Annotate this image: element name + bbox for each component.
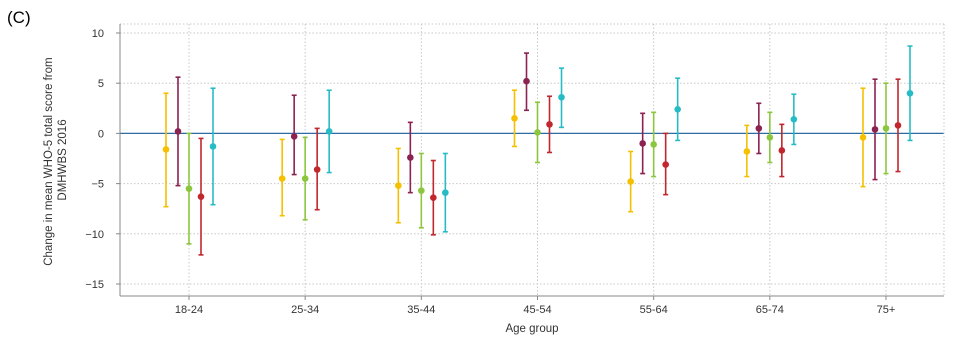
data-point [301, 175, 309, 182]
series-4 [197, 78, 902, 256]
data-point [639, 140, 646, 147]
data-point [523, 77, 530, 85]
data-point [534, 129, 541, 136]
data-point [674, 106, 681, 113]
data-point [313, 166, 321, 173]
data-point [209, 143, 217, 150]
data-point [290, 133, 298, 140]
data-point [778, 147, 786, 154]
data-point [871, 126, 879, 133]
series-2 [174, 52, 879, 194]
data-point [430, 194, 437, 201]
data-point [546, 121, 553, 128]
data-point [197, 193, 205, 200]
data-point [662, 161, 669, 168]
x-tick-label: 35-44 [407, 304, 435, 316]
y-axis-title: Change in mean WHO-5 total score from DM… [43, 54, 69, 266]
data-point [407, 154, 414, 161]
series-3 [185, 82, 890, 245]
data-point [418, 187, 425, 194]
x-tick-label: 25-34 [291, 304, 319, 316]
data-point [162, 146, 170, 153]
y-tick-label: −15 [85, 279, 104, 291]
data-point [558, 93, 565, 101]
x-tick-label: 75+ [877, 304, 896, 316]
data-point [278, 175, 286, 182]
x-tick-label: 18-24 [175, 304, 203, 316]
data-point [174, 128, 182, 135]
series-marks [162, 45, 914, 256]
axis-ticks: −15 −10 −5 0 5 10 18-24 25-34 35-44 45-54 55-64 65-… [85, 28, 895, 316]
panel-label: (C) [7, 8, 31, 27]
data-point [766, 134, 774, 141]
series-5 [209, 45, 914, 233]
data-point [906, 89, 914, 97]
data-point [859, 134, 867, 141]
data-point [627, 178, 634, 185]
data-point [894, 122, 902, 129]
x-tick-label: 45-54 [523, 304, 551, 316]
y-tick-label: 10 [92, 28, 104, 40]
y-axis-title-line-2: DMHWBS 2016 [57, 119, 69, 200]
y-tick-label: −10 [85, 229, 104, 241]
gridlines [120, 24, 944, 296]
data-point [882, 125, 890, 132]
data-point [442, 189, 449, 196]
plot-frame [119, 23, 945, 297]
data-point [511, 115, 518, 122]
x-tick-label: 65-74 [756, 304, 784, 316]
y-tick-label: 0 [98, 128, 104, 140]
data-point [325, 128, 333, 135]
data-point [650, 141, 657, 148]
x-axis-title: Age group [505, 323, 558, 335]
x-tick-label: 55-64 [640, 304, 668, 316]
data-point [395, 182, 402, 189]
y-tick-label: −5 [91, 179, 104, 191]
y-tick-label: 5 [98, 78, 104, 90]
series-1 [162, 87, 867, 224]
data-point [755, 125, 763, 132]
data-point [743, 148, 751, 155]
data-point [185, 185, 193, 192]
data-point [790, 116, 798, 123]
y-axis-title-line-1: Change in mean WHO-5 total score from [43, 57, 55, 265]
